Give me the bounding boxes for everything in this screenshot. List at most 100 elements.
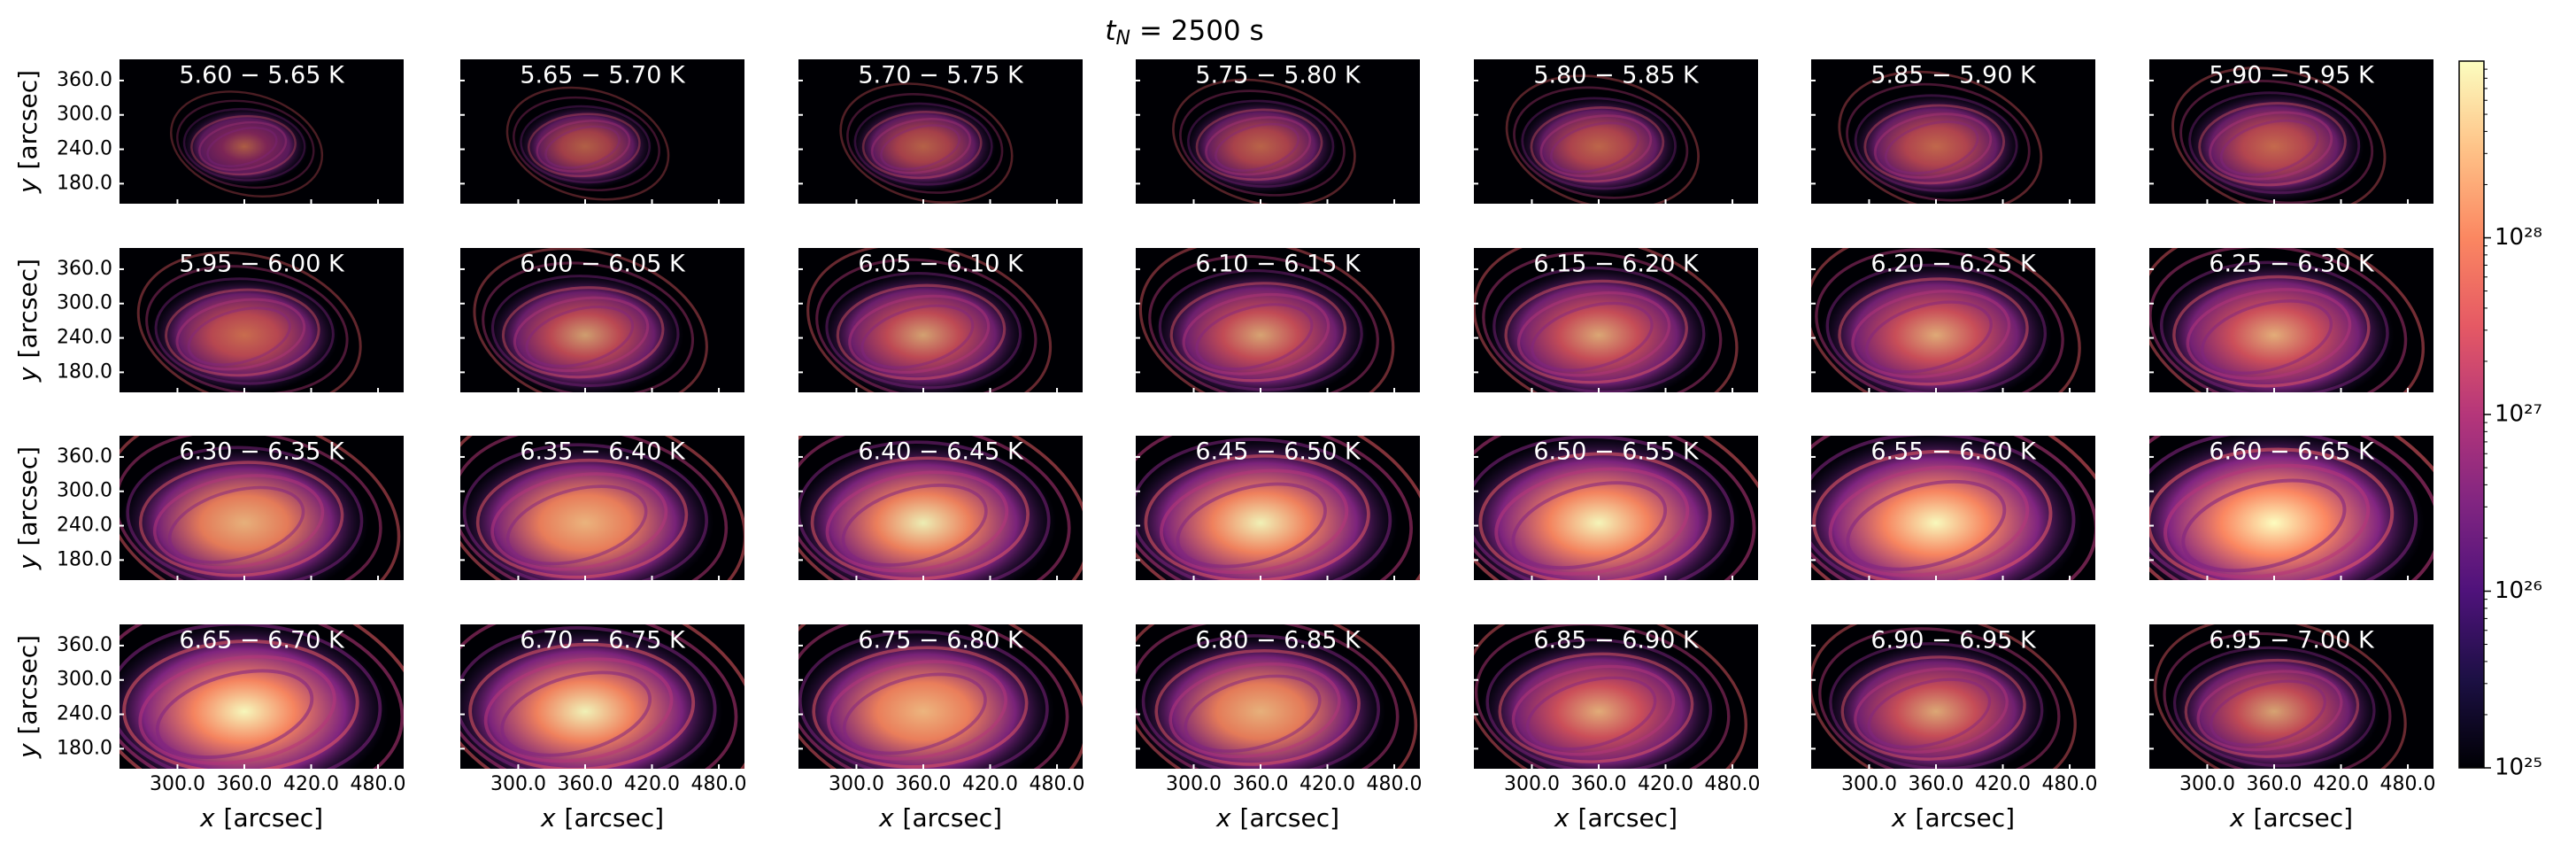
emission-glow	[120, 624, 389, 769]
emission-loop	[1825, 263, 2048, 392]
panel: 6.35 − 6.40 K	[460, 436, 744, 580]
x-tick-label: 480.0	[1030, 773, 1085, 795]
panel-label: 6.50 − 6.55 K	[1533, 438, 1700, 466]
emission-loop	[1136, 438, 1392, 580]
emission-loop	[513, 296, 650, 373]
emission-loop	[1815, 248, 2064, 392]
emission-loop	[1530, 106, 1665, 183]
emission-loop	[1838, 277, 2029, 386]
emission-loop	[1818, 627, 2061, 769]
y-tick-label: 360.0	[57, 258, 112, 280]
panel: 5.65 − 5.70 K	[460, 59, 744, 204]
emission-loop	[2201, 299, 2333, 375]
x-tick-label: 300.0	[150, 773, 205, 795]
panel-label: 6.45 − 6.50 K	[1195, 438, 1361, 466]
emission-loop	[1136, 436, 1414, 580]
emission-glow	[120, 445, 369, 580]
emission-loop	[1168, 662, 1341, 759]
emission-image	[798, 624, 1083, 769]
axis-label-unit: [arcsec]	[13, 259, 42, 359]
emission-loop	[525, 306, 635, 368]
emission-loop	[500, 670, 652, 757]
emission-loop	[139, 461, 344, 577]
panel-label: 6.15 − 6.20 K	[1533, 251, 1700, 278]
panel-label: 6.10 − 6.15 K	[1195, 251, 1361, 278]
axis-label-symbol: x	[199, 803, 215, 833]
emission-loop	[1811, 624, 2077, 769]
x-tick-label: 300.0	[1841, 773, 1897, 795]
emission-loop	[176, 99, 315, 190]
panel-label: 6.65 − 6.70 K	[179, 627, 345, 654]
panel: 6.00 − 6.05 K	[460, 248, 744, 392]
x-tick-label: 360.0	[216, 773, 272, 795]
x-tick-label: 420.0	[624, 773, 680, 795]
emission-loop	[1172, 78, 1356, 204]
x-tick-label: 300.0	[829, 773, 884, 795]
emission-glow	[1479, 638, 1718, 769]
emission-loop	[1179, 89, 1346, 197]
emission-glow	[850, 101, 997, 192]
emission-loop	[842, 672, 987, 755]
x-tick-label: 360.0	[1232, 773, 1288, 795]
axis-label-symbol: x	[2229, 803, 2245, 833]
emission-loop	[482, 261, 695, 392]
emission-loop	[2163, 463, 2371, 579]
emission-loop	[120, 624, 404, 769]
emission-loop	[1838, 70, 2043, 204]
emission-loop	[2163, 631, 2392, 769]
x-tick-label: 300.0	[1504, 773, 1560, 795]
panel-label: 6.05 − 6.10 K	[858, 251, 1024, 278]
panel: 6.85 − 6.90 K	[1474, 624, 1758, 769]
emission-loop	[120, 436, 382, 580]
panel: 6.30 − 6.35 K	[120, 436, 404, 580]
emission-loop	[1478, 452, 1712, 580]
emission-glow	[1136, 438, 1399, 580]
emission-loop	[827, 660, 1008, 761]
emission-image	[1505, 74, 1700, 204]
panel-label: 5.60 − 5.65 K	[179, 62, 345, 89]
emission-loop	[544, 125, 621, 169]
emission-image	[505, 86, 670, 201]
emission-loop	[1492, 266, 1706, 392]
y-tick-label: 300.0	[57, 480, 112, 502]
emission-loop	[1511, 664, 1676, 756]
emission-image	[1838, 70, 2043, 204]
y-tick-label: 180.0	[57, 360, 112, 383]
panel: 6.95 − 7.00 K	[2149, 624, 2433, 769]
emission-loop	[1539, 114, 1653, 178]
emission-loop	[1513, 86, 1689, 199]
colorbar-tick-label: 10²⁵	[2495, 755, 2542, 781]
emission-loop	[1884, 120, 1979, 175]
emission-loop	[1215, 122, 1300, 172]
axis-label: x [arcsec]	[1891, 803, 2015, 833]
emission-image	[1172, 78, 1356, 204]
emission-loop	[536, 120, 631, 173]
panel-label: 6.55 − 6.60 K	[1870, 438, 2037, 466]
emission-glow	[1486, 266, 1711, 392]
emission-loop	[1144, 453, 1370, 580]
panel: 6.25 − 6.30 K	[2149, 248, 2433, 392]
emission-loop	[1474, 624, 1747, 769]
emission-loop	[152, 474, 325, 569]
emission-loop	[1482, 252, 1723, 392]
emission-image	[2149, 436, 2433, 580]
emission-loop	[2184, 658, 2360, 758]
emission-loop	[154, 277, 335, 385]
panel: 6.50 − 6.55 K	[1474, 436, 1758, 580]
panel-label: 5.95 − 6.00 K	[179, 251, 345, 278]
axis-label-symbol: y	[13, 743, 42, 759]
y-tick-label: 180.0	[57, 172, 112, 194]
emission-loop	[839, 82, 1014, 204]
emission-glow	[2154, 260, 2395, 392]
emission-glow	[516, 104, 654, 190]
panel-label: 6.95 − 7.00 K	[2209, 627, 2375, 654]
emission-loop	[136, 251, 362, 392]
emission-loop	[798, 624, 1069, 769]
emission-image	[473, 248, 708, 392]
emission-image	[460, 436, 744, 580]
emission-loop	[527, 112, 641, 178]
emission-image	[2154, 624, 2407, 769]
emission-loop	[2209, 111, 2333, 181]
axis-label-symbol: y	[13, 554, 42, 570]
panel: 6.75 − 6.80 K	[798, 624, 1083, 769]
